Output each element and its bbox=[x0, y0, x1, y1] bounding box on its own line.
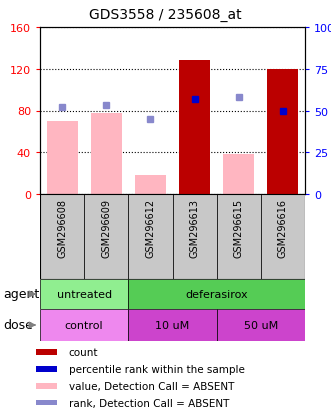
Bar bbox=[36, 383, 57, 389]
Text: GSM296615: GSM296615 bbox=[234, 199, 244, 258]
Text: control: control bbox=[65, 320, 104, 330]
Bar bbox=[40, 309, 128, 341]
Text: GSM296613: GSM296613 bbox=[190, 199, 200, 258]
Bar bbox=[128, 279, 305, 309]
Bar bbox=[36, 366, 57, 372]
Text: deferasirox: deferasirox bbox=[185, 289, 248, 299]
Bar bbox=[36, 349, 57, 356]
Bar bbox=[223, 155, 254, 195]
Bar bbox=[135, 176, 166, 195]
Text: count: count bbox=[69, 347, 98, 358]
Bar bbox=[91, 113, 122, 195]
Text: rank, Detection Call = ABSENT: rank, Detection Call = ABSENT bbox=[69, 398, 229, 408]
Bar bbox=[128, 309, 217, 341]
FancyBboxPatch shape bbox=[84, 195, 128, 279]
Text: GSM296616: GSM296616 bbox=[278, 199, 288, 258]
Text: GSM296612: GSM296612 bbox=[145, 199, 156, 258]
Text: percentile rank within the sample: percentile rank within the sample bbox=[69, 364, 245, 374]
Bar bbox=[40, 279, 128, 309]
Bar bbox=[36, 400, 57, 406]
FancyBboxPatch shape bbox=[40, 195, 84, 279]
Text: GSM296608: GSM296608 bbox=[57, 199, 67, 258]
Text: GSM296609: GSM296609 bbox=[101, 199, 111, 258]
FancyBboxPatch shape bbox=[128, 195, 172, 279]
Text: dose: dose bbox=[3, 319, 33, 332]
Bar bbox=[217, 309, 305, 341]
FancyBboxPatch shape bbox=[261, 195, 305, 279]
Text: untreated: untreated bbox=[57, 289, 112, 299]
FancyBboxPatch shape bbox=[217, 195, 261, 279]
Text: value, Detection Call = ABSENT: value, Detection Call = ABSENT bbox=[69, 381, 234, 391]
Text: agent: agent bbox=[3, 288, 40, 301]
Bar bbox=[267, 69, 298, 195]
Text: GDS3558 / 235608_at: GDS3558 / 235608_at bbox=[89, 8, 242, 22]
Bar bbox=[267, 119, 298, 195]
Text: 10 uM: 10 uM bbox=[155, 320, 190, 330]
Bar bbox=[47, 122, 77, 195]
FancyBboxPatch shape bbox=[172, 195, 217, 279]
Text: 50 uM: 50 uM bbox=[244, 320, 278, 330]
Bar bbox=[179, 61, 210, 195]
